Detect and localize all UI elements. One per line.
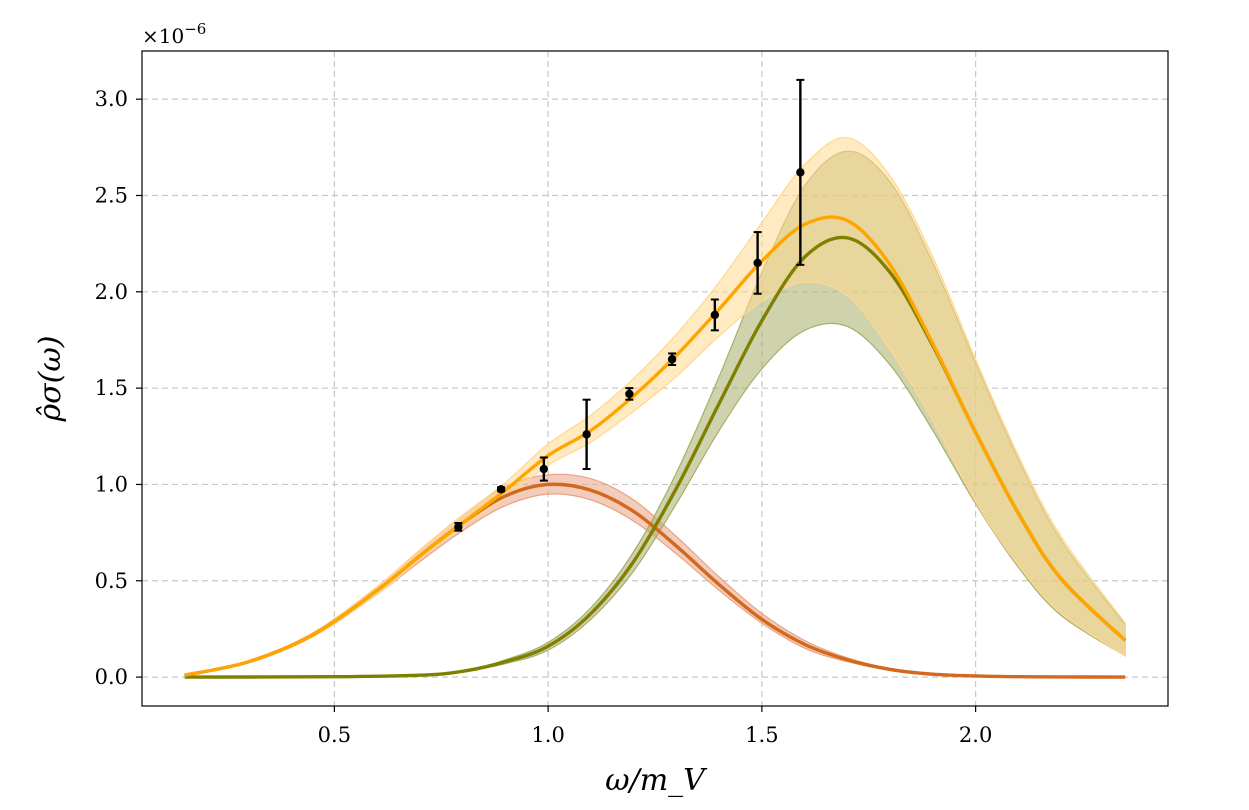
data-point <box>454 521 463 532</box>
error-bands <box>184 137 1126 678</box>
data-marker <box>454 522 463 532</box>
series-lines <box>184 215 1127 679</box>
x-axis-label: ω/m_V <box>605 763 708 798</box>
x-tick-label: 1.0 <box>531 723 564 747</box>
y-axis-label: ρ̂σ(ω) <box>33 336 68 423</box>
series-3-line <box>184 215 1127 677</box>
y-multiplier-base: ×10 <box>142 24 184 48</box>
data-point <box>496 485 506 494</box>
x-tick-label: 0.5 <box>318 723 351 747</box>
data-marker <box>667 355 677 364</box>
data-marker <box>710 310 720 320</box>
data-point <box>667 352 677 367</box>
y-tick-label: 1.0 <box>95 472 128 496</box>
data-point <box>625 387 634 401</box>
y-tick-label: 1.5 <box>95 376 128 400</box>
y-tick-label: 2.5 <box>95 183 128 207</box>
x-tick-label: 1.5 <box>745 723 778 747</box>
data-marker <box>539 464 549 474</box>
y-tick-label: 2.0 <box>95 280 128 304</box>
plot-frame <box>141 50 1169 707</box>
y-tick-label: 0.0 <box>95 665 128 689</box>
axis-ticks: 0.5 1.0 1.5 2.0 0.0 0.5 1.0 1.5 2.0 2.5 3.0 <box>95 87 993 747</box>
y-axis-multiplier: ×10−6 <box>142 20 206 48</box>
data-marker <box>625 389 634 399</box>
x-tick-label: 2.0 <box>959 723 992 747</box>
y-tick-label: 3.0 <box>95 87 128 111</box>
y-tick-label: 0.5 <box>95 569 128 593</box>
y-multiplier-exponent: −6 <box>184 20 206 38</box>
series-3-band <box>184 137 1126 676</box>
data-point <box>796 78 805 266</box>
data-marker <box>753 258 762 268</box>
data-marker <box>582 430 591 439</box>
data-marker <box>496 485 506 494</box>
data-points <box>454 78 805 532</box>
data-point <box>582 398 591 471</box>
data-point <box>753 231 762 295</box>
data-point <box>710 298 720 332</box>
data-point <box>539 456 549 482</box>
data-marker <box>796 168 805 177</box>
